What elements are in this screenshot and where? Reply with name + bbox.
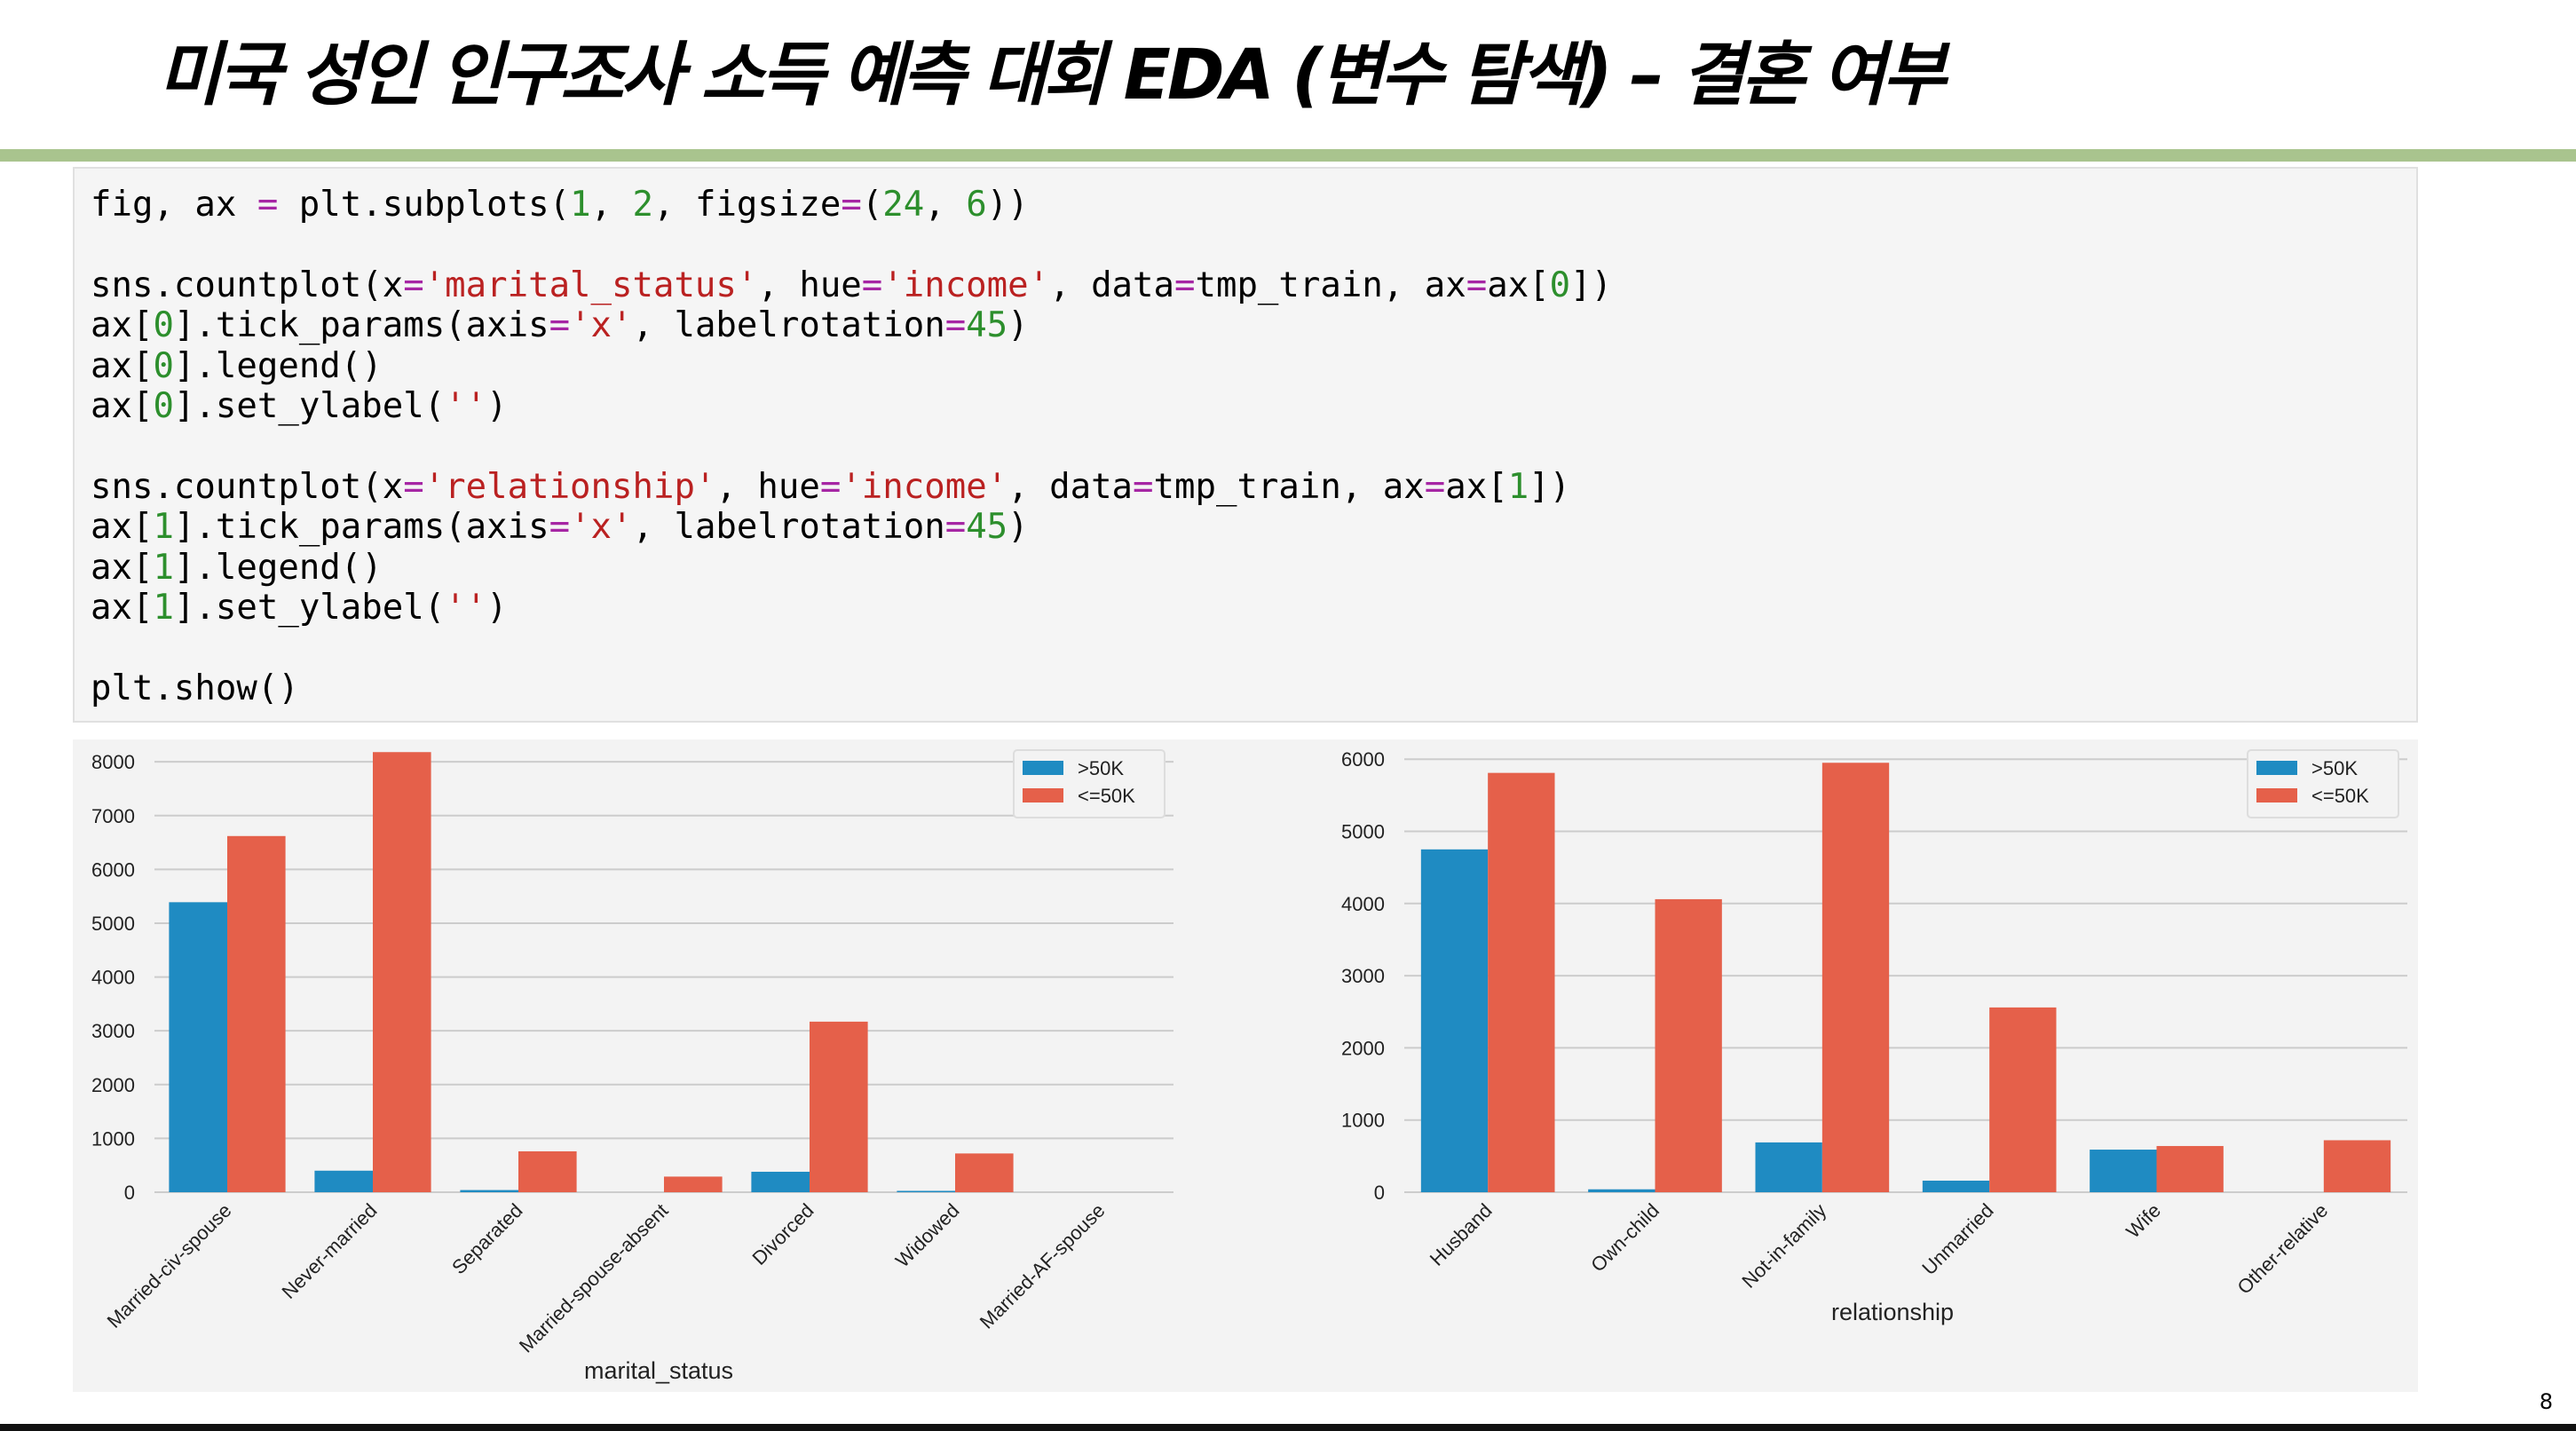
ytick-label: 1000	[1341, 1110, 1385, 1132]
code-line: ax[1].legend()	[91, 547, 383, 588]
code-line: sns.countplot(x='marital_status', hue='i…	[91, 265, 1613, 305]
ytick-label: 6000	[91, 858, 135, 881]
code-line: ax[0].legend()	[91, 345, 383, 386]
code-block: fig, ax = plt.subplots(1, 2, figsize=(24…	[91, 185, 1612, 708]
bar	[810, 1021, 868, 1192]
ytick-label: 4000	[91, 967, 135, 989]
code-line: ax[1].tick_params(axis='x', labelrotatio…	[91, 507, 1029, 548]
bar	[1922, 1180, 1990, 1192]
xtick-label: Other-relative	[2232, 1199, 2332, 1299]
bar	[1821, 763, 1890, 1192]
xtick-label: Husband	[1426, 1199, 1497, 1270]
bar	[1420, 849, 1489, 1192]
bar	[1755, 1142, 1822, 1192]
x-axis-label: relationship	[1831, 1299, 1954, 1325]
xtick-label: Own-child	[1586, 1199, 1663, 1277]
bar	[169, 902, 227, 1192]
bar	[2090, 1150, 2157, 1192]
ytick-label: 6000	[1341, 748, 1385, 771]
bar	[373, 752, 431, 1192]
legend-label: >50K	[1078, 757, 1124, 779]
xtick-label: Married-spouse-absent	[515, 1199, 673, 1357]
bar	[1588, 1189, 1655, 1192]
ytick-label: 0	[124, 1182, 135, 1204]
xtick-label: Widowed	[891, 1199, 964, 1272]
code-line: fig, ax = plt.subplots(1, 2, figsize=(24…	[91, 185, 1029, 225]
bar	[2156, 1145, 2224, 1192]
legend-label: <=50K	[2311, 785, 2369, 807]
bottom-bar	[0, 1424, 2576, 1431]
xtick-label: Wife	[2122, 1199, 2165, 1243]
ytick-label: 2000	[1341, 1037, 1385, 1059]
chart-output: 0 1000 2000 3000 4000 5000 6000 7000 8000 Married…	[73, 739, 2418, 1392]
legend-swatch	[2256, 761, 2297, 775]
ytick-label: 5000	[1341, 820, 1385, 842]
ytick-label: 2000	[91, 1074, 135, 1096]
slide-title: 미국 성인 인구조사 소득 예측 대회 EDA (변수 탐색) – 결혼 여부	[158, 36, 1946, 115]
legend-label: <=50K	[1078, 785, 1135, 807]
xtick-label: Married-AF-spouse	[976, 1199, 1110, 1333]
countplot-figure: 0 1000 2000 3000 4000 5000 6000 7000 8000 Married…	[91, 748, 2407, 1384]
bar	[2323, 1140, 2391, 1192]
ytick-label: 1000	[91, 1127, 135, 1150]
code-line: ax[0].tick_params(axis='x', labelrotatio…	[91, 305, 1029, 346]
ytick-label: 3000	[91, 1020, 135, 1042]
xtick-label: Divorced	[747, 1199, 818, 1269]
ytick-label: 7000	[91, 805, 135, 827]
code-line: sns.countplot(x='relationship', hue='inc…	[91, 466, 1571, 507]
legend: >50K <=50K	[1013, 749, 1166, 818]
bar	[460, 1190, 518, 1192]
xtick-label: Married-civ-spouse	[103, 1199, 236, 1332]
title-divider	[0, 149, 2576, 162]
bar	[1488, 772, 1555, 1192]
xtick-label: Separated	[447, 1199, 526, 1278]
legend-swatch	[2256, 788, 2297, 802]
bar	[314, 1170, 373, 1192]
chart-panel: 0 1000 2000 3000 4000 5000 6000 Husband Own-chil…	[1341, 748, 2407, 1325]
bar	[897, 1190, 955, 1192]
legend: >50K <=50K	[2247, 749, 2399, 818]
code-line	[91, 225, 1612, 265]
bar	[751, 1171, 810, 1192]
ytick-label: 8000	[91, 751, 135, 773]
code-cell[interactable]: fig, ax = plt.subplots(1, 2, figsize=(24…	[73, 167, 2418, 723]
code-line	[91, 628, 1612, 668]
ytick-label: 5000	[91, 913, 135, 935]
ytick-label: 3000	[1341, 965, 1385, 987]
ytick-label: 0	[1374, 1182, 1385, 1204]
code-line: ax[0].set_ylabel('')	[91, 385, 508, 426]
legend-swatch	[1023, 788, 1063, 802]
bar	[227, 835, 286, 1192]
legend-swatch	[1023, 761, 1063, 775]
xtick-label: Unmarried	[1917, 1199, 1997, 1279]
ytick-label: 4000	[1341, 893, 1385, 915]
x-axis-label: marital_status	[584, 1357, 733, 1384]
code-line: ax[1].set_ylabel('')	[91, 587, 508, 628]
bar	[1989, 1007, 2057, 1192]
bar	[664, 1176, 723, 1192]
bar	[1655, 898, 1722, 1192]
code-line	[91, 426, 1612, 466]
xtick-label: Never-married	[277, 1199, 381, 1303]
legend-label: >50K	[2311, 757, 2358, 779]
chart-panel: 0 1000 2000 3000 4000 5000 6000 7000 8000 Married…	[91, 749, 1173, 1384]
page-number: 8	[2539, 1389, 2553, 1414]
xtick-label: Not-in-family	[1737, 1199, 1830, 1293]
bar	[955, 1153, 1014, 1192]
code-line: plt.show()	[91, 668, 299, 708]
bar	[518, 1150, 577, 1192]
